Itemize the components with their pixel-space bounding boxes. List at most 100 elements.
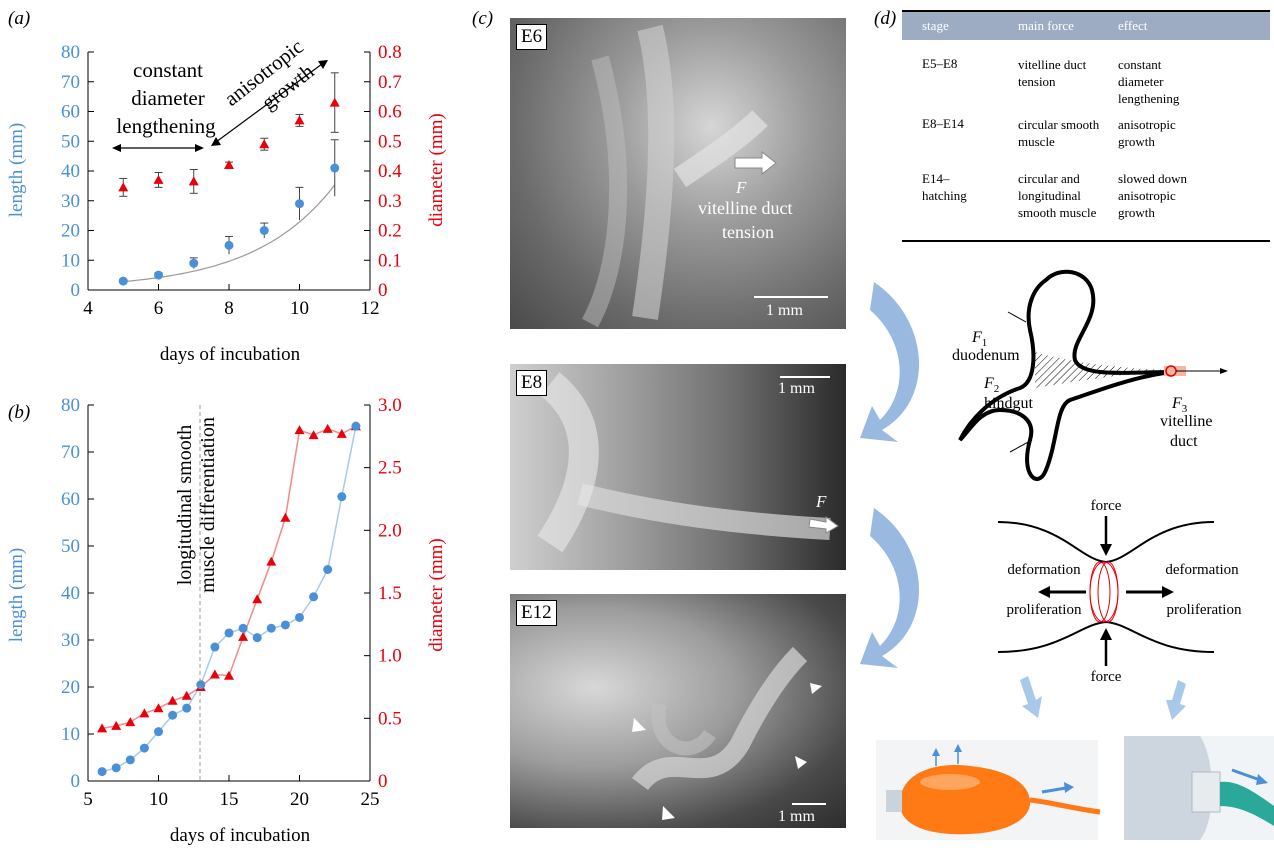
y-left-tick-label: 60 (61, 489, 80, 510)
panel-c-label: (c) (472, 8, 494, 29)
y-left-tick-label: 70 (61, 442, 80, 463)
length-point (210, 642, 220, 652)
length-point (280, 620, 290, 630)
y-left-tick-label: 70 (61, 72, 80, 93)
row3-effect-1: slowed down (1118, 171, 1187, 186)
e6-scale-bar (754, 296, 828, 298)
length-point (252, 633, 262, 643)
x-tick-label: 25 (361, 789, 380, 810)
vitelline-highlight (1164, 366, 1186, 376)
diameter-point (238, 631, 249, 641)
diameter-point (224, 160, 234, 170)
length-point (309, 592, 319, 602)
y-right-tick-label: 1.0 (378, 646, 402, 667)
y-left-tick-label: 20 (61, 677, 80, 698)
chart-a: 4 6 8 10 120102030405060708000.10.20.30.40.5… (6, 34, 447, 365)
y-left-tick-label: 80 (61, 395, 80, 416)
y-right-tick-label: 0.3 (378, 191, 402, 212)
toothpaste-illustration (1124, 736, 1274, 840)
e12-tag: E12 (516, 600, 557, 626)
length-point (238, 623, 248, 633)
diameter-point (294, 115, 305, 125)
diameter-point (294, 425, 305, 435)
diameter-point (181, 690, 192, 700)
diameter-point (252, 594, 263, 604)
x-tick-label: 10 (290, 298, 309, 319)
length-point (266, 623, 276, 633)
diameter-point (322, 423, 333, 433)
annotation-muscle-diff: muscle differentiation (197, 417, 219, 593)
gut-hatched (1035, 352, 1165, 388)
row1-effect-1: constant (1118, 57, 1162, 72)
f1-text: duodenum (952, 347, 1020, 364)
length-point (189, 258, 199, 268)
row1-force-2: tension (1018, 74, 1056, 89)
chart-b-ylabel-right: diameter (mm) (426, 538, 447, 651)
panel-b-label: (b) (8, 402, 31, 423)
diagonal-arrow (215, 63, 323, 143)
y-right-tick-label: 0.6 (378, 102, 402, 123)
length-point (295, 199, 304, 209)
diameter-point (97, 723, 108, 733)
length-point (337, 492, 347, 502)
f3-label: F3 (1171, 395, 1188, 415)
annotation-constant: constant (133, 58, 203, 82)
diameter-point (329, 97, 340, 107)
diagonal-arrow-head-end (318, 60, 328, 69)
length-point (118, 276, 128, 286)
force-top-arrowhead (1100, 544, 1112, 556)
row3-stage-1: E14– (922, 171, 950, 186)
y-right-tick-label: 0.2 (378, 221, 402, 242)
header-effect: effect (1118, 18, 1148, 33)
chart-b: 5 10 15 20 250102030405060708000.51.01.52.02… (6, 395, 447, 846)
row2-force-1: circular smooth (1018, 117, 1100, 132)
down-arrow-left (1020, 676, 1042, 718)
curved-arrow-1 (860, 282, 920, 442)
y-right-tick-label: 0.5 (378, 708, 402, 729)
e12-scale-label: 1 mm (778, 808, 815, 825)
x-tick-label: 12 (361, 298, 380, 319)
panel-d-label: (d) (874, 8, 897, 29)
x-tick-label: 20 (290, 789, 309, 810)
y-right-tick-label: 2.5 (378, 458, 402, 479)
deform-right-arrowhead (1162, 586, 1174, 598)
length-point (330, 163, 340, 173)
chart-a-ylabel-right: diameter (mm) (426, 113, 447, 226)
diameter-point (336, 428, 347, 438)
deformation-left: deformation (1007, 562, 1081, 578)
y-left-tick-label: 0 (71, 771, 81, 792)
e6-tension-text-1: vitelline duct (698, 198, 793, 218)
photo-e6: E6 F vitelline duct tension 1 mm (510, 18, 846, 329)
y-right-tick-label: 0.4 (378, 161, 402, 182)
diameter-point (111, 720, 122, 730)
deform-left-arrowhead (1038, 586, 1050, 598)
length-point (154, 727, 163, 737)
diameter-point (188, 176, 199, 186)
diameter-point (153, 703, 164, 713)
f3-arrow-head (1220, 368, 1228, 374)
down-arrow-right (1166, 680, 1186, 720)
e12-scale-bar (792, 803, 826, 805)
proliferation-right: proliferation (1167, 602, 1242, 618)
y-left-tick-label: 10 (61, 250, 80, 271)
row3-stage-2: hatching (922, 188, 967, 203)
diameter-point (118, 182, 129, 192)
diameter-point (266, 556, 277, 566)
x-tick-label: 8 (224, 298, 234, 319)
y-right-tick-label: 0.8 (378, 42, 402, 63)
photo-e8: E8 1 mm F (510, 364, 846, 570)
length-point (154, 270, 163, 280)
length-point (97, 767, 107, 777)
f2-text: hindgut (984, 395, 1033, 412)
row2-effect-2: growth (1118, 134, 1155, 149)
y-left-tick-label: 30 (61, 630, 80, 651)
x-tick-label: 15 (220, 789, 239, 810)
chart-a-xlabel: days of incubation (160, 344, 301, 365)
force-bottom-arrowhead (1100, 628, 1112, 640)
table-row: E5–E8 vitelline duct tension constant di… (902, 40, 1270, 112)
f2-label: F2 (983, 375, 999, 395)
chart-b-ylabel-left: length (mm) (6, 548, 27, 642)
length-point (295, 612, 304, 622)
panel-d-diagrams: F1 duodenum F2 hindgut F3 vitelline duct… (860, 269, 1274, 840)
f3-text-1: vitelline (1160, 413, 1212, 430)
